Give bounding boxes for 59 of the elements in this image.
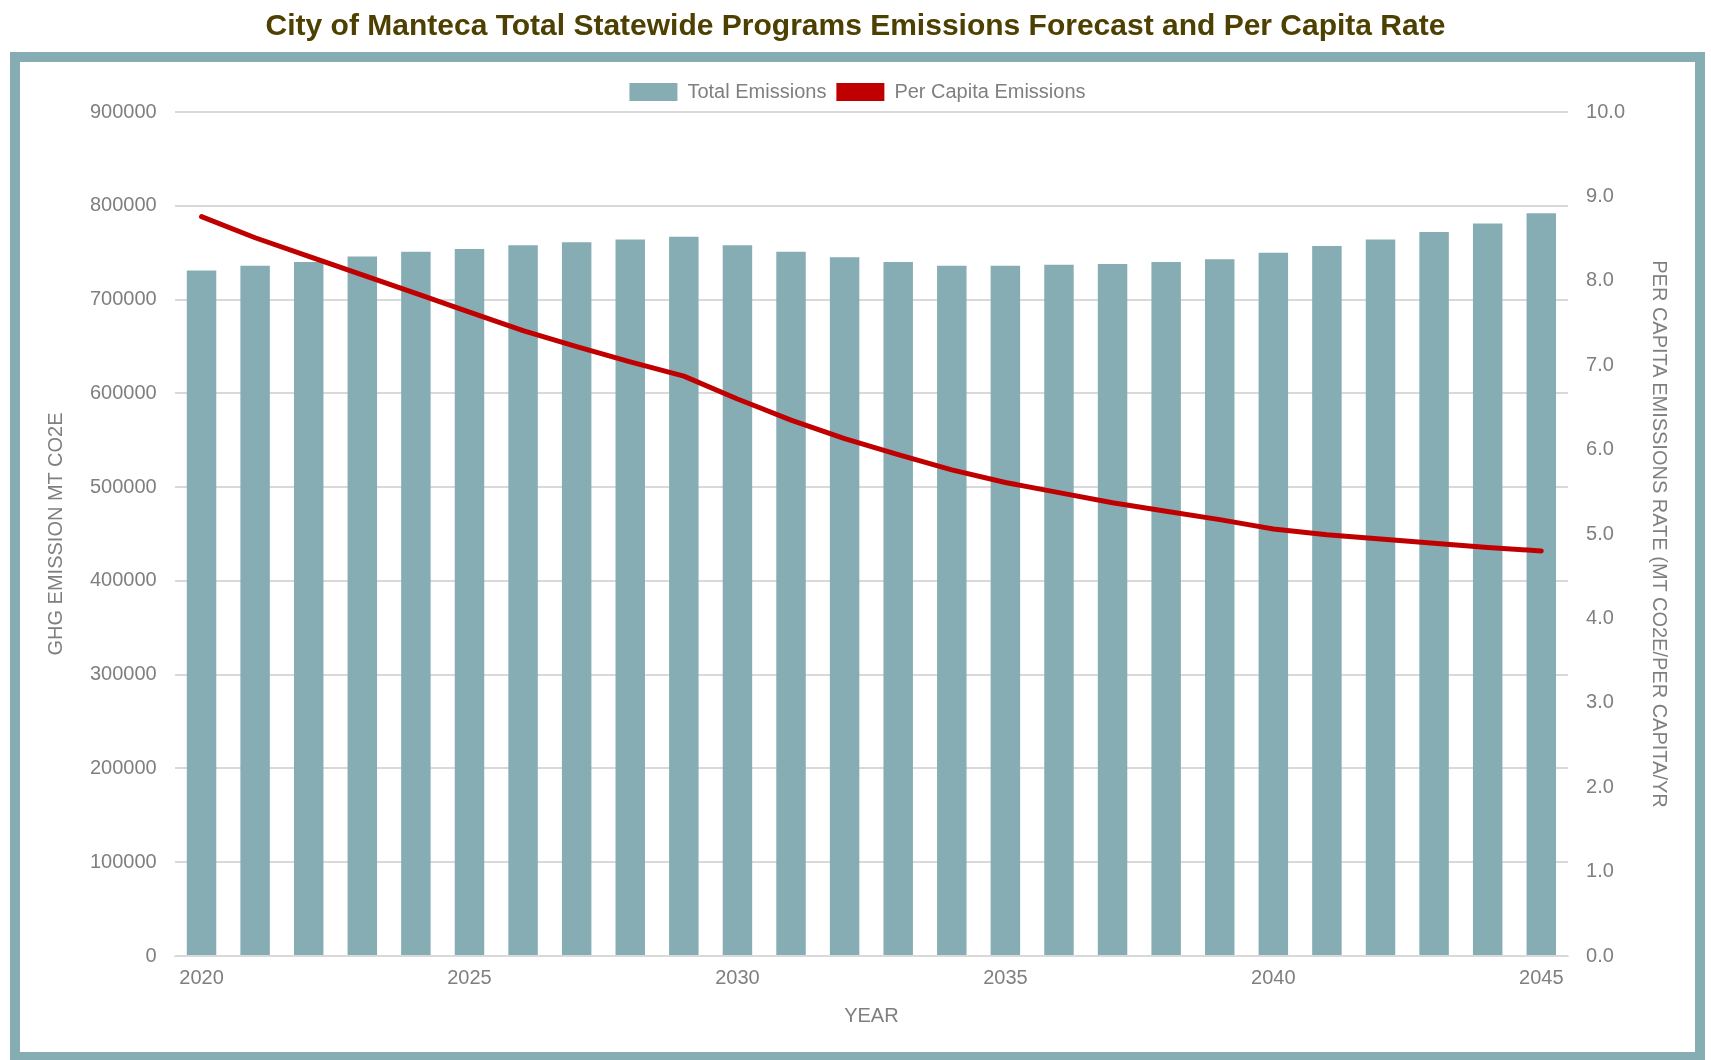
y-axis-title: GHG EMISSION MT CO2E — [43, 412, 66, 656]
y-tick-label: 700000 — [89, 287, 157, 310]
bar — [615, 239, 645, 955]
bar — [401, 251, 431, 955]
y2-tick-label: 3.0 — [1586, 690, 1614, 713]
bar — [293, 262, 324, 955]
chart-title: City of Manteca Total Statewide Programs Emissions Forecast and Per Capita Rate — [264, 8, 1447, 42]
x-tick-label: 2025 — [447, 965, 492, 988]
bar — [1312, 246, 1342, 955]
x-tick-label: 2045 — [1519, 965, 1564, 988]
bar — [508, 245, 538, 955]
x-tick-label: 2020 — [179, 965, 224, 988]
y2-tick-label: 4.0 — [1586, 605, 1614, 628]
bar — [1419, 232, 1449, 955]
y-tick-label: 200000 — [89, 755, 157, 778]
legend-label: Total Emissions — [687, 79, 827, 102]
bar — [1151, 262, 1181, 955]
y2-tick-label: 7.0 — [1586, 352, 1614, 375]
y2-tick-label: 1.0 — [1586, 859, 1614, 882]
bar — [990, 265, 1021, 955]
bar — [1526, 213, 1557, 955]
x-tick-label: 2035 — [983, 965, 1028, 988]
y2-tick-label: 0.0 — [1586, 943, 1614, 966]
bar — [829, 257, 860, 955]
x-tick-label: 2030 — [715, 965, 760, 988]
bar — [186, 270, 217, 955]
bar — [561, 242, 592, 955]
y-tick-label: 600000 — [89, 380, 157, 403]
y2-tick-label: 8.0 — [1586, 268, 1614, 291]
y-tick-label: 300000 — [89, 662, 157, 685]
y-tick-label: 800000 — [89, 193, 157, 216]
y2-tick-label: 6.0 — [1586, 437, 1614, 460]
bar — [1097, 263, 1128, 955]
bar — [669, 236, 699, 955]
x-axis-title: YEAR — [844, 1003, 899, 1026]
y-tick-label: 0 — [145, 943, 157, 966]
bar — [1472, 223, 1503, 955]
bar — [1044, 264, 1074, 955]
y2-tick-label: 2.0 — [1586, 774, 1614, 797]
bar — [240, 265, 270, 955]
bar — [1365, 239, 1396, 955]
y-tick-label: 900000 — [89, 99, 157, 122]
y2-tick-label: 9.0 — [1586, 183, 1614, 206]
y-tick-label: 400000 — [89, 568, 157, 591]
x-tick-label: 2040 — [1251, 965, 1296, 988]
bar — [1205, 259, 1235, 955]
bar — [347, 256, 378, 955]
bar — [722, 245, 753, 955]
y2-axis-title: PER CAPITA EMISSIONS RATE (MT CO2E/PER CAPITA/YR — [1649, 260, 1672, 808]
y2-tick-label: 5.0 — [1586, 521, 1614, 544]
bar — [1258, 252, 1289, 955]
y-tick-label: 500000 — [89, 474, 157, 497]
bar — [776, 251, 806, 955]
bar — [883, 262, 913, 955]
y2-tick-label: 10.0 — [1586, 99, 1626, 122]
legend-label: Per Capita Emissions — [894, 79, 1086, 102]
bar — [937, 265, 967, 955]
y-tick-label: 100000 — [89, 849, 157, 872]
bar — [454, 248, 485, 955]
